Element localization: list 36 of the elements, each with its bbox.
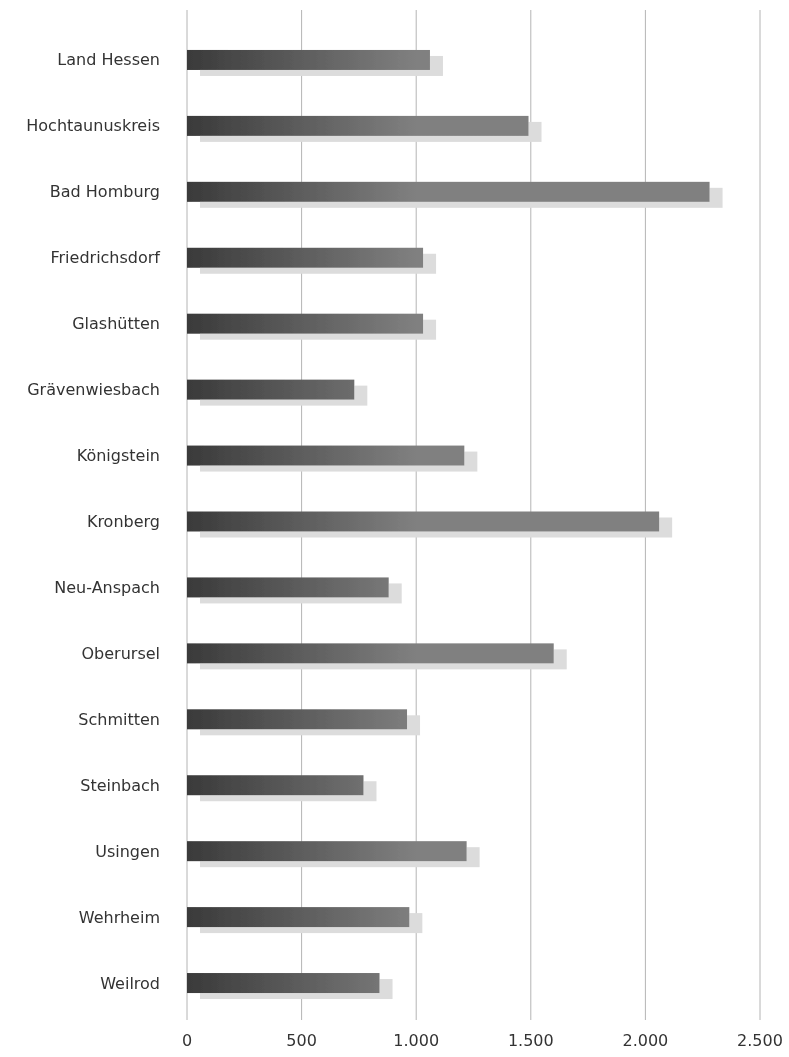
x-tick-label: 500	[286, 1030, 317, 1050]
y-tick-label: Grävenwiesbach	[27, 380, 160, 400]
y-tick-label: Land Hessen	[57, 50, 160, 70]
bar	[187, 841, 467, 862]
bar	[187, 643, 554, 664]
y-tick-label: Bad Homburg	[49, 182, 160, 202]
y-tick-label: Hochtaunuskreis	[26, 116, 160, 136]
bar	[187, 907, 410, 928]
bar	[187, 445, 465, 466]
x-tick-label: 1.000	[393, 1030, 440, 1050]
bar	[187, 49, 430, 70]
y-tick-label: Weilrod	[100, 973, 160, 993]
bar	[187, 379, 355, 400]
bar	[187, 181, 710, 202]
bar	[187, 577, 389, 598]
y-tick-label: Schmitten	[78, 709, 160, 729]
y-tick-label: Kronberg	[86, 512, 160, 531]
x-tick-label: 0	[181, 1030, 193, 1050]
y-tick-label: Glashütten	[72, 314, 160, 334]
bar	[187, 973, 380, 994]
bar	[187, 313, 424, 334]
y-tick-label: Neu-Anspach	[54, 577, 160, 597]
bar	[187, 775, 364, 796]
bar	[187, 247, 424, 268]
y-tick-label: Wehrheim	[78, 907, 160, 927]
x-tick-label: 2.000	[622, 1030, 669, 1050]
bar	[187, 115, 529, 136]
y-tick-label: Friedrichsdorf	[50, 248, 161, 268]
y-tick-label: Oberursel	[81, 643, 160, 663]
y-tick-label: Steinbach	[80, 775, 160, 795]
bar	[187, 709, 408, 730]
x-tick-label: 1.500	[507, 1030, 554, 1050]
x-tick-label: 2.500	[737, 1030, 783, 1050]
y-tick-label: Usingen	[95, 841, 160, 861]
y-tick-label: Königstein	[76, 446, 160, 466]
bar	[187, 511, 660, 532]
